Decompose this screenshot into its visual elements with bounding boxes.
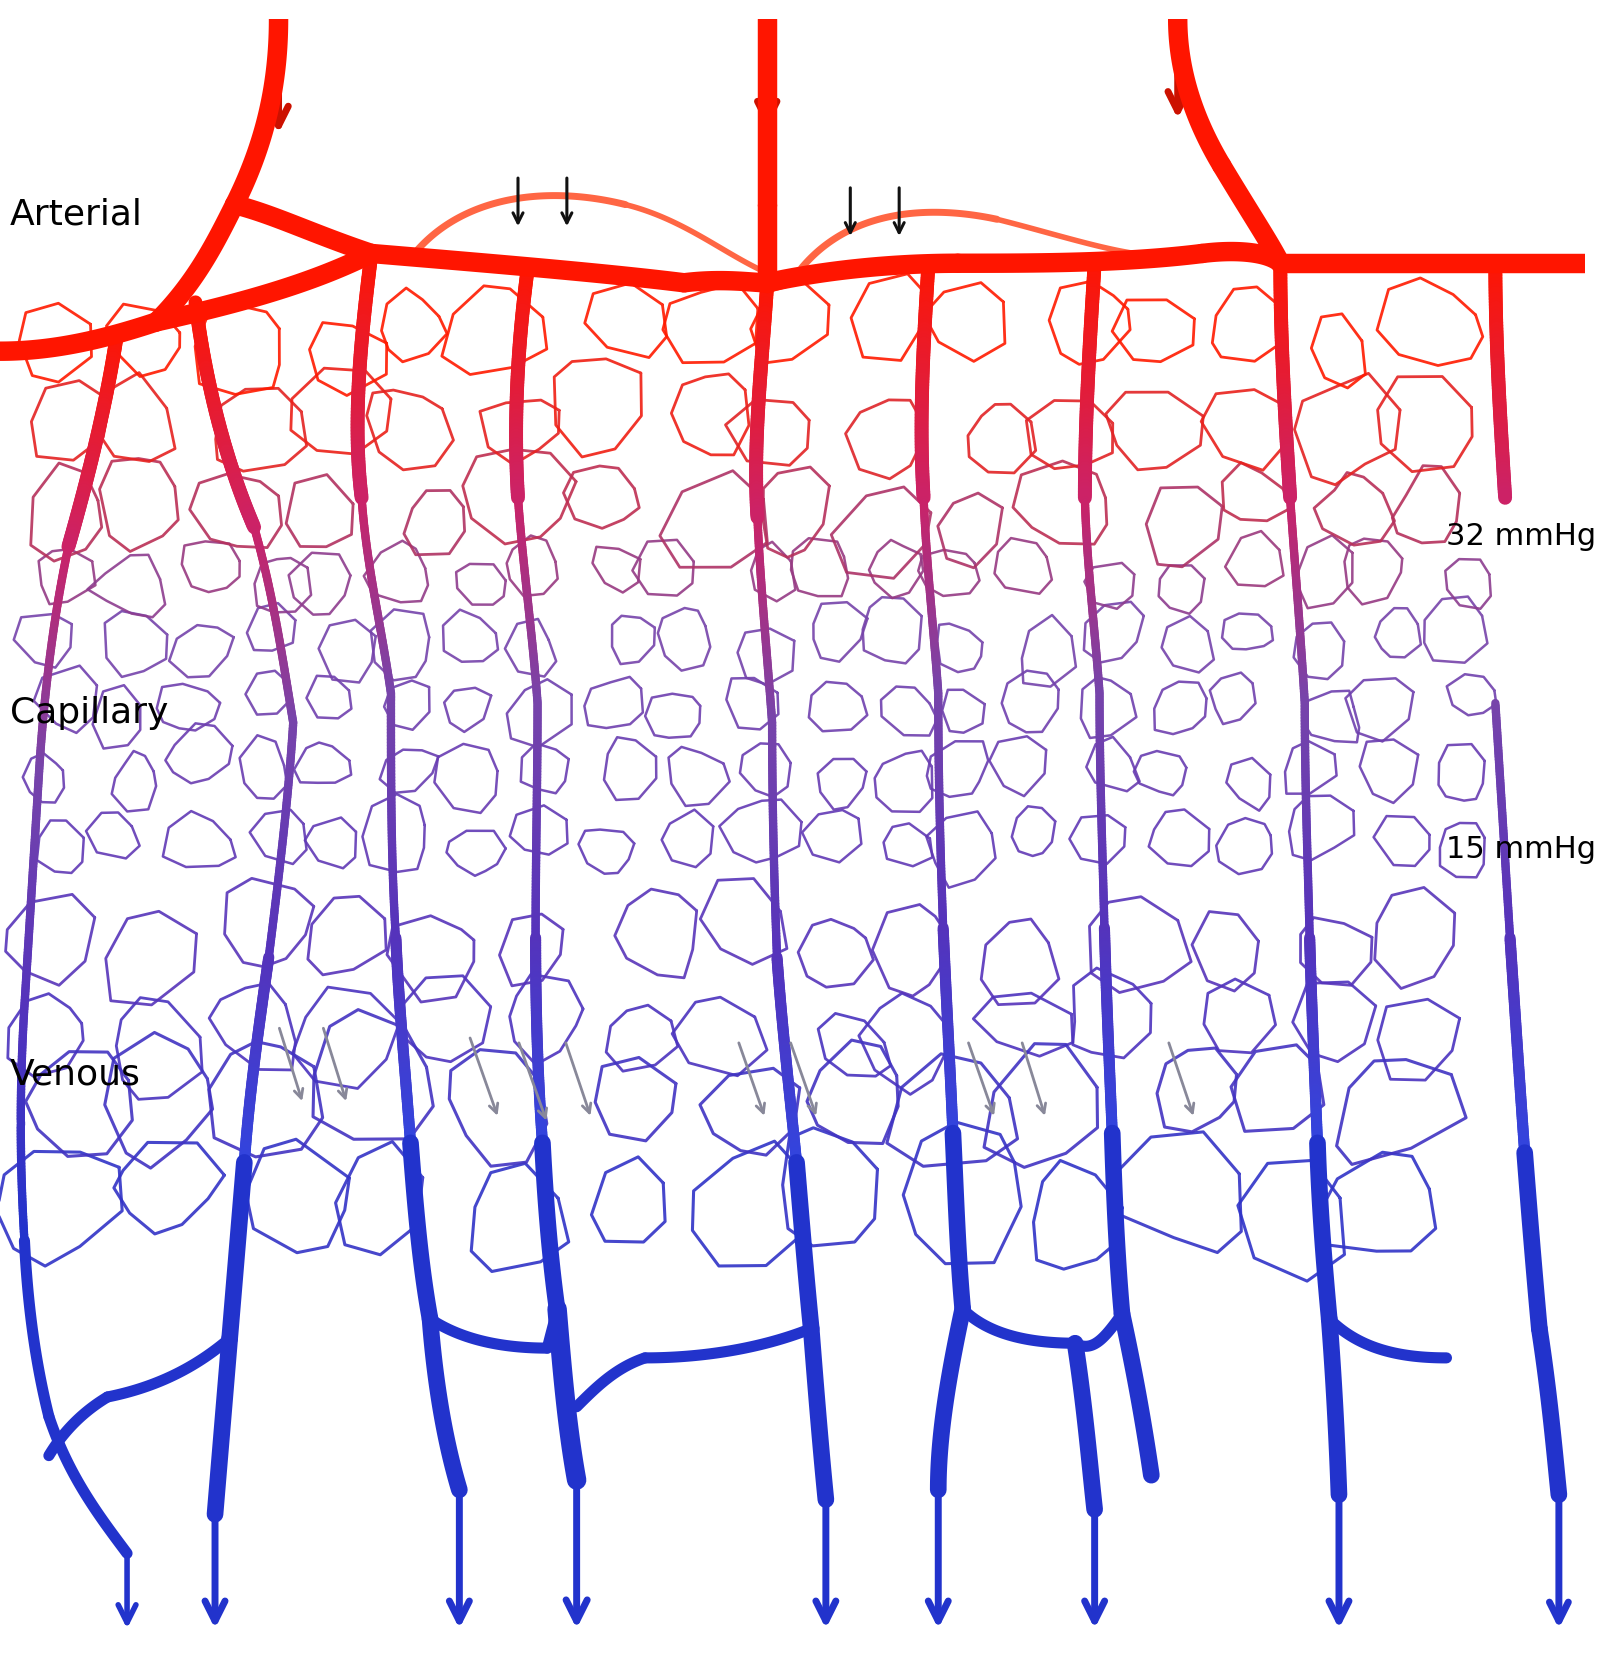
Text: Arterial: Arterial <box>10 197 143 232</box>
Text: Capillary: Capillary <box>10 696 169 730</box>
Text: 15 mmHg: 15 mmHg <box>1447 835 1596 863</box>
Text: Venous: Venous <box>10 1057 141 1092</box>
Text: 32 mmHg: 32 mmHg <box>1447 523 1596 551</box>
